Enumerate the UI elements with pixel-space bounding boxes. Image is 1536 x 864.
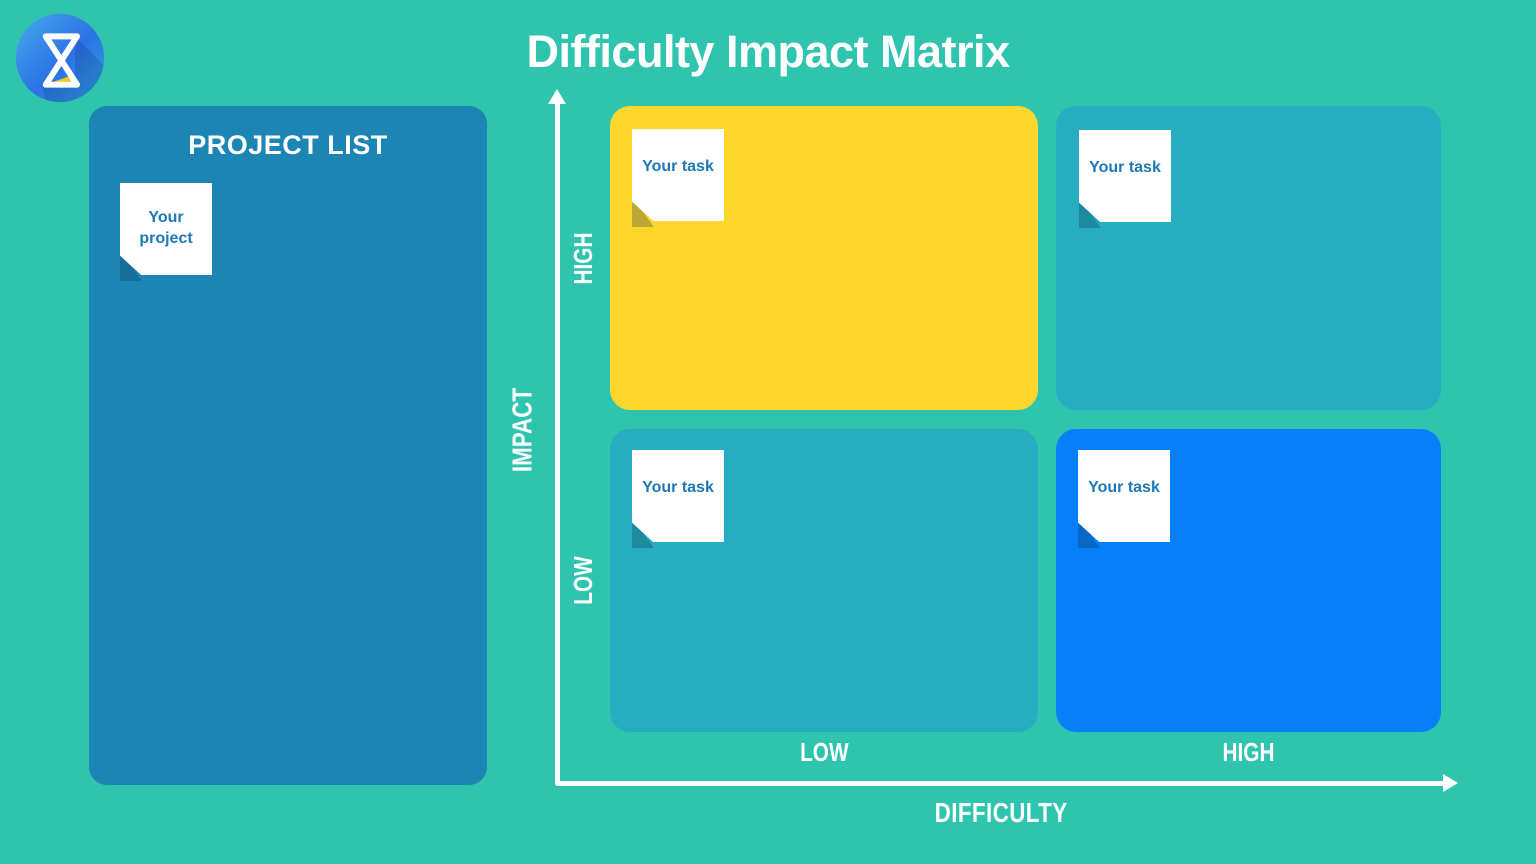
quadrant-high-impact-low-difficulty[interactable]: Your task <box>610 106 1038 410</box>
note-label: Your task <box>1088 479 1160 496</box>
impact-axis-line <box>555 102 560 786</box>
note-face: Your task <box>1079 130 1171 222</box>
note-face: Your project <box>120 183 212 275</box>
impact-axis-title: IMPACT <box>507 387 538 473</box>
board-title: Difficulty Impact Matrix <box>526 26 1010 77</box>
difficulty-high-label: HIGH <box>1222 737 1274 767</box>
note-label: Your task <box>642 158 714 175</box>
note-label: Your task <box>1089 159 1161 176</box>
task-sticky-note[interactable]: Your task <box>632 450 724 549</box>
difficulty-axis-arrowhead-icon <box>1443 774 1458 792</box>
hourglass-logo-icon <box>15 13 105 103</box>
logo-sand <box>48 75 75 84</box>
project-list-title: PROJECT LIST <box>188 130 388 160</box>
task-sticky-note[interactable]: Your task <box>1079 130 1171 229</box>
logo-inner-shadow <box>42 36 105 103</box>
task-sticky-note[interactable]: Your task <box>1078 450 1170 549</box>
project-list-panel[interactable]: PROJECT LIST Your project <box>89 106 487 785</box>
note-face: Your task <box>632 450 724 542</box>
note-face: Your task <box>632 129 724 221</box>
logo-hourglass-outline <box>42 33 81 88</box>
quadrant-low-impact-high-difficulty[interactable]: Your task <box>1056 429 1441 732</box>
quadrant-low-impact-low-difficulty[interactable]: Your task <box>610 429 1038 732</box>
project-sticky-note[interactable]: Your project <box>120 183 212 282</box>
difficulty-low-label: LOW <box>799 737 849 767</box>
note-face: Your task <box>1078 450 1170 542</box>
impact-high-label: HIGH <box>567 232 598 284</box>
note-label: Your task <box>642 479 714 496</box>
note-label: Your project <box>139 209 193 247</box>
difficulty-axis-title: DIFFICULTY <box>934 797 1068 828</box>
task-sticky-note[interactable]: Your task <box>632 129 724 228</box>
difficulty-axis-line <box>557 781 1445 786</box>
quadrant-high-impact-high-difficulty[interactable]: Your task <box>1056 106 1441 410</box>
impact-low-label: LOW <box>567 555 598 605</box>
impact-axis-arrowhead-icon <box>548 89 566 104</box>
